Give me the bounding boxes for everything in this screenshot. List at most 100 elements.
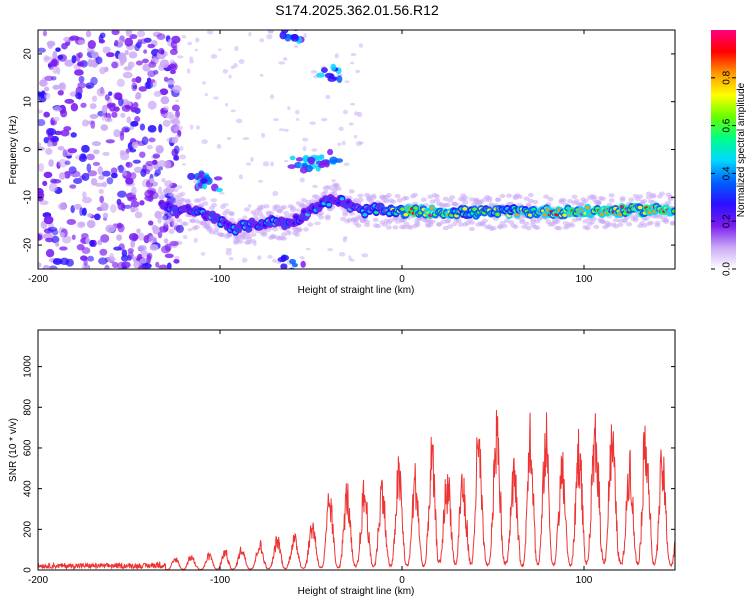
noise-blob bbox=[57, 146, 65, 151]
noise-blob bbox=[146, 144, 153, 150]
noise-speckle bbox=[355, 69, 361, 74]
noise-blob bbox=[99, 66, 107, 75]
signal-halo bbox=[246, 234, 253, 239]
signal-halo bbox=[372, 217, 379, 222]
signal-blob-core bbox=[362, 212, 368, 217]
noise-blob bbox=[158, 264, 169, 269]
signal-halo bbox=[390, 199, 397, 205]
noise-blob bbox=[45, 237, 54, 243]
signal-halo bbox=[457, 222, 464, 227]
spectrogram-heatmap bbox=[38, 30, 675, 269]
noise-blob bbox=[89, 239, 95, 247]
secondary-blob bbox=[323, 160, 330, 168]
signal-halo bbox=[658, 191, 665, 196]
noise-blob bbox=[91, 141, 102, 147]
noise-blob bbox=[164, 243, 172, 252]
chart-title: S174.2025.362.01.56.R12 bbox=[275, 2, 439, 18]
noise-blob bbox=[96, 87, 106, 97]
signal-blob-core bbox=[472, 207, 478, 212]
noise-speckle bbox=[182, 234, 188, 240]
noise-speckle bbox=[358, 141, 364, 145]
signal-halo bbox=[211, 202, 218, 208]
noise-speckle bbox=[210, 54, 218, 59]
x-tick-label: -200 bbox=[28, 575, 48, 586]
signal-halo bbox=[176, 218, 183, 223]
noise-blob bbox=[99, 32, 106, 39]
noise-blob bbox=[147, 79, 156, 84]
noise-blob bbox=[163, 76, 169, 82]
noise-blob bbox=[90, 177, 98, 186]
noise-blob bbox=[162, 119, 171, 127]
noise-blob bbox=[158, 186, 163, 195]
noise-blob bbox=[81, 144, 90, 153]
noise-blob bbox=[105, 224, 116, 233]
y-tick-label: 200 bbox=[23, 521, 34, 538]
noise-blob bbox=[67, 147, 78, 154]
noise-blob bbox=[111, 30, 120, 36]
noise-blob bbox=[94, 182, 104, 187]
snr-x-label: Height of straight line (km) bbox=[298, 586, 415, 597]
signal-blob-core bbox=[378, 204, 384, 209]
signal-halo bbox=[243, 207, 250, 212]
noise-blob bbox=[87, 255, 95, 262]
noise-speckle bbox=[314, 221, 321, 226]
signal-halo bbox=[619, 195, 626, 201]
secondary-blob bbox=[277, 256, 287, 263]
signal-halo bbox=[385, 225, 392, 230]
noise-blob bbox=[146, 254, 152, 264]
noise-blob bbox=[154, 210, 162, 219]
noise-blob bbox=[85, 30, 92, 38]
noise-speckle bbox=[273, 118, 279, 122]
noise-blob bbox=[161, 177, 166, 183]
noise-speckle bbox=[261, 132, 266, 138]
signal-halo bbox=[449, 195, 456, 200]
signal-blob-core bbox=[236, 227, 242, 232]
noise-blob bbox=[79, 207, 84, 217]
noise-blob bbox=[143, 234, 150, 244]
noise-blob bbox=[90, 120, 96, 129]
noise-blob bbox=[130, 172, 137, 180]
snr-y-axis: 0 200 400 600 800 1000 bbox=[23, 355, 675, 573]
noise-speckle bbox=[348, 255, 352, 261]
colorbar-tick-label: 0.2 bbox=[722, 214, 733, 228]
noise-blob bbox=[134, 116, 141, 123]
secondary-blob bbox=[324, 72, 334, 79]
noise-blob bbox=[98, 39, 106, 44]
noise-blob bbox=[69, 184, 77, 189]
noise-blob bbox=[81, 119, 89, 127]
noise-blob bbox=[57, 90, 64, 96]
noise-blob bbox=[51, 235, 60, 244]
noise-speckle bbox=[257, 255, 262, 261]
noise-speckle bbox=[357, 111, 363, 118]
signal-halo bbox=[477, 199, 484, 205]
noise-speckle bbox=[173, 187, 179, 193]
noise-blob bbox=[139, 151, 146, 158]
noise-blob bbox=[120, 112, 126, 118]
noise-blob bbox=[124, 49, 129, 56]
noise-blob bbox=[164, 253, 174, 259]
noise-blob bbox=[137, 30, 146, 38]
noise-blob bbox=[73, 177, 83, 185]
signal-halo bbox=[567, 198, 574, 204]
signal-halo bbox=[547, 196, 554, 202]
noise-blob bbox=[58, 202, 67, 211]
signal-halo bbox=[663, 217, 670, 223]
noise-blob bbox=[50, 58, 60, 68]
noise-blob bbox=[117, 223, 125, 233]
signal-blob-core bbox=[326, 202, 332, 207]
noise-blob bbox=[135, 60, 143, 66]
noise-blob bbox=[147, 70, 156, 78]
signal-halo bbox=[606, 222, 613, 227]
signal-halo bbox=[647, 220, 654, 226]
noise-blob bbox=[91, 95, 98, 102]
x-tick-label: 0 bbox=[399, 274, 405, 285]
noise-speckle bbox=[283, 128, 289, 132]
noise-blob bbox=[81, 247, 91, 255]
signal-halo bbox=[169, 193, 176, 198]
noise-blob bbox=[101, 112, 106, 121]
noise-blob bbox=[64, 160, 71, 166]
noise-blob bbox=[152, 159, 158, 165]
noise-blob bbox=[69, 35, 80, 41]
signal-halo bbox=[364, 219, 371, 225]
noise-blob bbox=[60, 109, 68, 118]
